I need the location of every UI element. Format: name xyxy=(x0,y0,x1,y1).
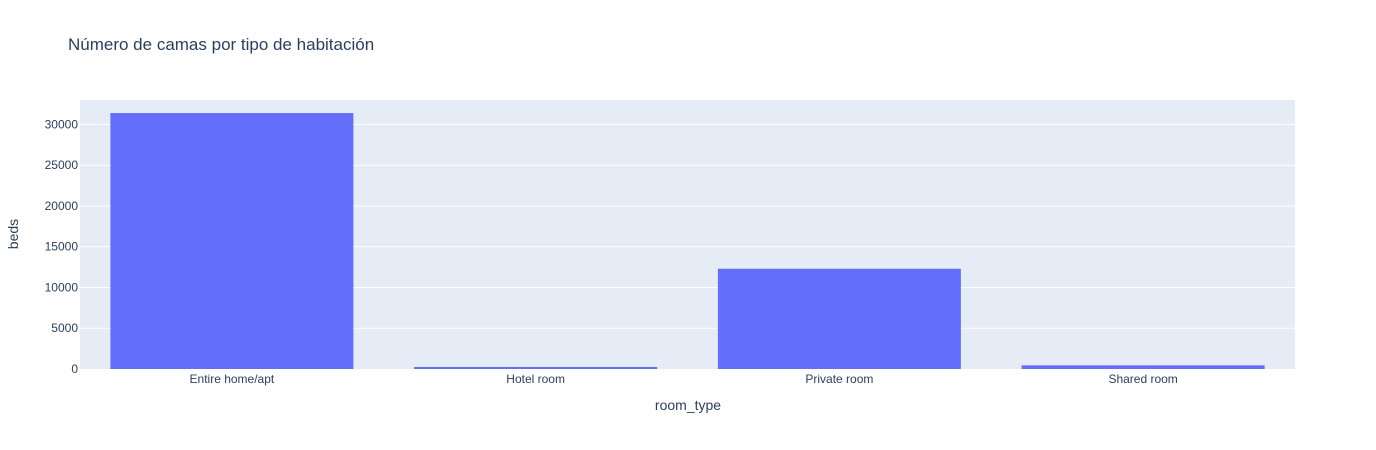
chart-title: Número de camas por tipo de habitación xyxy=(68,35,374,54)
x-axis-ticks: Entire home/apt Hotel room Private room Sha… xyxy=(190,372,1178,386)
y-tick-label: 15000 xyxy=(45,240,79,254)
bars xyxy=(110,113,1265,370)
y-axis-title: beds xyxy=(5,219,21,249)
x-tick-label: Entire home/apt xyxy=(190,372,275,386)
y-axis-ticks: 0 5000 10000 15000 20000 25000 30000 xyxy=(45,117,79,376)
bar-private-room[interactable] xyxy=(717,268,961,369)
x-tick-label: Private room xyxy=(805,372,873,386)
y-tick-label: 25000 xyxy=(45,158,79,172)
y-tick-label: 10000 xyxy=(45,280,79,294)
y-tick-label: 20000 xyxy=(45,199,79,213)
bar-hotel-room[interactable] xyxy=(414,366,658,369)
bar-shared-room[interactable] xyxy=(1021,365,1265,369)
y-tick-label: 30000 xyxy=(45,117,79,131)
x-axis-title: room_type xyxy=(655,397,721,413)
y-tick-label: 5000 xyxy=(51,321,78,335)
bar-entire-home-apt[interactable] xyxy=(110,113,354,370)
x-tick-label: Hotel room xyxy=(506,372,565,386)
y-tick-label: 0 xyxy=(71,362,78,376)
x-tick-label: Shared room xyxy=(1108,372,1177,386)
